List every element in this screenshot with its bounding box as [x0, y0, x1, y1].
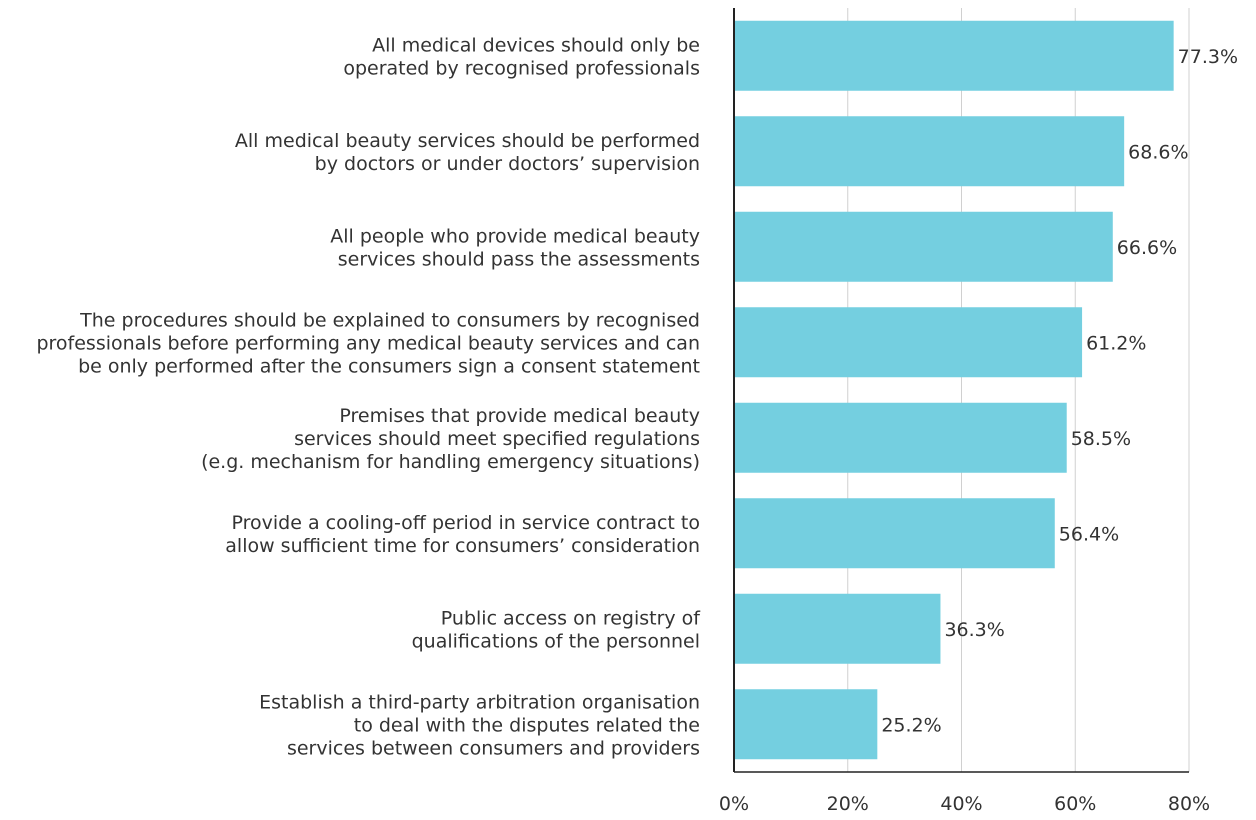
x-tick-label: 0% — [719, 793, 749, 815]
category-label-line: All medical beauty services should be pe… — [235, 130, 700, 152]
category-label: All medical beauty services should be pe… — [235, 130, 700, 175]
category-label: All people who provide medical beauty ser… — [330, 225, 700, 270]
x-tick-label: 40% — [940, 793, 982, 815]
category-label: All medical devices should only be operat… — [343, 34, 700, 79]
bar — [734, 402, 1067, 473]
bar-value-label: 58.5% — [1071, 428, 1131, 450]
category-label-line: The procedures should be explained to co… — [79, 309, 700, 331]
x-tick-label: 60% — [1054, 793, 1096, 815]
bar — [734, 498, 1055, 569]
labels: 0% 20% 40% 60% 80% 77.3% All medical devices s… — [36, 34, 1238, 815]
category-label-line: be only performed after the consumers si… — [78, 355, 700, 377]
category-label-line: Public access on registry of — [441, 607, 702, 629]
bar — [734, 116, 1125, 187]
bar-value-label: 77.3% — [1178, 46, 1238, 68]
bar-value-label: 36.3% — [944, 619, 1004, 641]
category-label-line: services between consumers and providers — [287, 737, 700, 759]
bar-value-label: 25.2% — [881, 714, 941, 736]
category-label-line: Establish a third-party arbitration orga… — [259, 691, 700, 713]
category-label-line: by doctors or under doctors’ supervision — [315, 153, 700, 175]
category-label-line: operated by recognised professionals — [343, 57, 700, 79]
category-label-line: Premises that provide medical beauty — [339, 405, 700, 427]
bars — [734, 20, 1174, 760]
x-tick-label: 80% — [1168, 793, 1210, 815]
category-label-line: services should pass the assessments — [338, 248, 700, 270]
category-label-line: services should meet specified regulatio… — [294, 428, 700, 450]
category-label-line: to deal with the disputes related the — [354, 714, 700, 736]
category-label-line: (e.g. mechanism for handling emergency s… — [201, 451, 700, 473]
category-label-line: All people who provide medical beauty — [330, 225, 700, 247]
bar — [734, 307, 1083, 378]
bar-value-label: 61.2% — [1086, 332, 1146, 354]
bar-value-label: 66.6% — [1117, 237, 1177, 259]
category-label: Provide a cooling-off period in service … — [225, 512, 700, 557]
category-label-line: Provide a cooling-off period in service … — [231, 512, 700, 534]
bar — [734, 20, 1174, 91]
category-label: The procedures should be explained to co… — [36, 309, 700, 377]
category-label: Premises that provide medical beauty serv… — [201, 405, 700, 473]
category-label: Public access on registry of qualificatio… — [412, 607, 702, 652]
category-label-line: allow sufficient time for consumers’ con… — [225, 535, 700, 557]
bar — [734, 689, 878, 760]
category-label-line: All medical devices should only be — [372, 34, 700, 56]
category-label-line: professionals before performing any medi… — [36, 332, 700, 354]
category-label: Establish a third-party arbitration orga… — [259, 691, 700, 759]
bar — [734, 211, 1113, 282]
bar-value-label: 68.6% — [1128, 141, 1188, 163]
category-label-line: qualifications of the personnel — [412, 630, 700, 652]
x-tick-label: 20% — [827, 793, 869, 815]
bar — [734, 593, 941, 664]
axes — [733, 8, 1189, 773]
bar-value-label: 56.4% — [1059, 523, 1119, 545]
